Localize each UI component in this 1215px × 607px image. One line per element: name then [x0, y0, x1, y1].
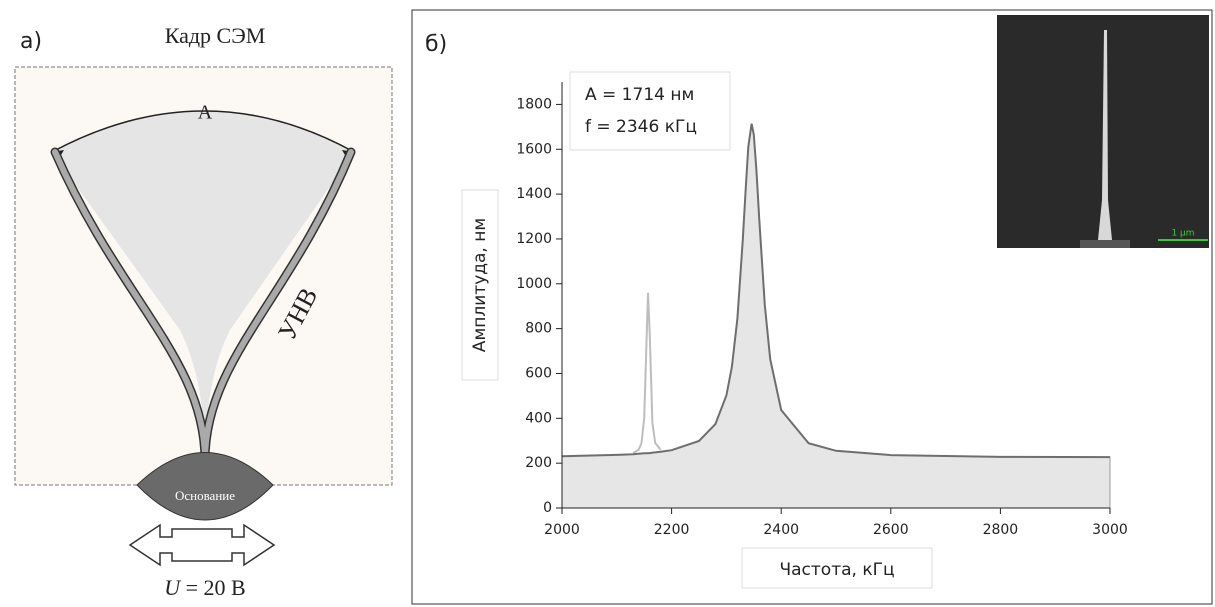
- y-tick-label: 200: [525, 455, 552, 471]
- annotation-box: [569, 71, 731, 151]
- inset-base: [1080, 240, 1130, 248]
- x-label-box: [741, 547, 933, 589]
- x-axis-label: Частота, кГц: [779, 560, 894, 580]
- y-tick-label: 1600: [516, 141, 552, 157]
- x-tick-label: 3000: [1092, 522, 1128, 538]
- base: [136, 452, 274, 521]
- voltage-symbol: U: [164, 575, 182, 600]
- annotation: A = 1714 нм: [585, 85, 694, 105]
- y-tick-label: 1800: [516, 96, 552, 112]
- panel-label: а): [20, 29, 42, 54]
- x-tick-label: 2000: [544, 522, 580, 538]
- voltage-value: = 20 В: [186, 575, 246, 600]
- y-label-box: [461, 189, 499, 381]
- panel-label: б): [425, 32, 447, 57]
- panel-a: а) Кадр СЭМ A УНВ Основание U = 20 В: [14, 23, 393, 600]
- y-tick-label: 800: [525, 321, 552, 337]
- arc: [51, 110, 355, 153]
- base-label: Основание: [175, 488, 235, 503]
- scale-label: 1 µm: [1171, 229, 1194, 239]
- y-axis-label: Амплитуда, нм: [470, 218, 490, 352]
- y-tick-label: 600: [525, 365, 552, 381]
- y-tick-label: 1200: [516, 231, 552, 247]
- annotation: f = 2346 кГц: [585, 117, 697, 137]
- line: [561, 123, 1111, 459]
- arc-label: A: [198, 102, 213, 124]
- y-tick-label: 1400: [516, 186, 552, 202]
- plot: 0 200 400 600 800 1000 1200 1400 1600 1800 2000 220…: [516, 82, 1128, 538]
- x-tick-label: 2800: [983, 522, 1019, 538]
- voltage: U = 20 В: [164, 575, 245, 600]
- y-tick-label: 1000: [516, 276, 552, 292]
- line: [632, 292, 662, 454]
- inset: 1 µm: [997, 15, 1209, 248]
- x-tick-label: 2400: [763, 522, 799, 538]
- y-tick-label: 0: [543, 500, 552, 516]
- x-tick-label: 2200: [654, 522, 690, 538]
- x-tick-label: 2600: [873, 522, 909, 538]
- motion-arrow: [128, 523, 276, 567]
- panel-title: Кадр СЭМ: [165, 23, 266, 48]
- y-tick-label: 400: [525, 410, 552, 426]
- nanotube-image: [1098, 30, 1112, 240]
- sweep-area: [52, 111, 354, 460]
